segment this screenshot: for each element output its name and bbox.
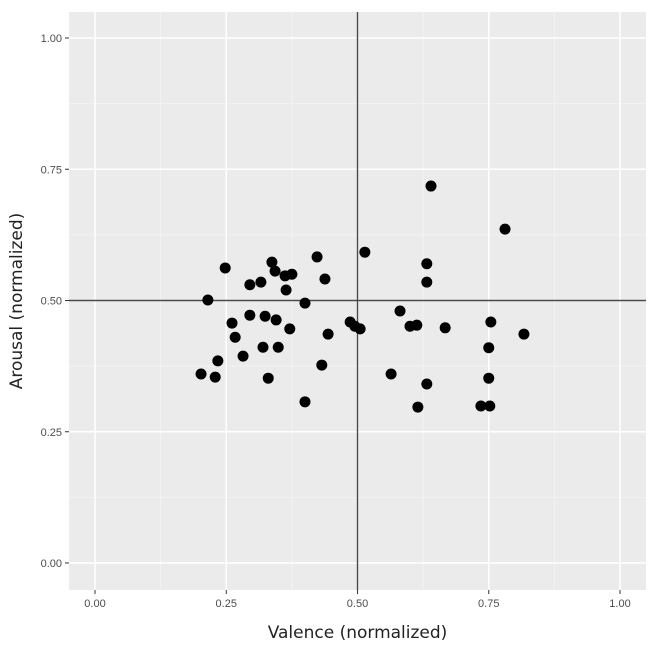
data-point	[212, 355, 224, 367]
y-tick-label: 0.25	[41, 427, 62, 439]
data-point	[499, 223, 511, 235]
data-point	[226, 317, 238, 329]
data-point	[259, 310, 271, 322]
data-point	[255, 276, 267, 288]
data-point	[439, 322, 451, 334]
data-point	[394, 305, 406, 317]
data-point	[322, 328, 334, 340]
x-axis-title: Valence (normalized)	[268, 623, 448, 643]
x-tick-label: 0.25	[216, 598, 237, 610]
data-point	[311, 251, 323, 263]
data-point	[202, 294, 214, 306]
data-point	[483, 342, 495, 354]
data-point	[272, 341, 284, 353]
y-tick-label: 0.50	[41, 296, 62, 308]
data-point	[284, 323, 296, 335]
data-point	[280, 284, 292, 296]
y-tick-label: 0.00	[41, 558, 62, 570]
x-tick-label: 0.50	[347, 598, 368, 610]
data-point	[316, 359, 328, 371]
data-points	[195, 180, 530, 413]
data-point	[484, 400, 496, 412]
data-point	[421, 276, 433, 288]
data-point	[299, 297, 311, 309]
reference-lines	[69, 12, 646, 590]
y-tick-label: 0.75	[41, 164, 62, 176]
data-point	[319, 273, 331, 285]
data-point	[286, 268, 298, 280]
data-point	[359, 246, 371, 258]
data-point	[354, 323, 366, 335]
x-tick-label: 1.00	[609, 598, 630, 610]
data-point	[244, 309, 256, 321]
data-point	[411, 319, 423, 331]
data-point	[385, 368, 397, 380]
data-point	[483, 372, 495, 384]
data-point	[518, 328, 530, 340]
data-point	[299, 396, 311, 408]
x-tick-label: 0.75	[478, 598, 499, 610]
x-axis-ticks: 0.00 0.25 0.50 0.75 1.00	[84, 590, 631, 610]
data-point	[421, 258, 433, 270]
data-point	[269, 265, 281, 277]
y-tick-label: 1.00	[41, 33, 62, 45]
data-point	[195, 368, 207, 380]
data-point	[262, 372, 274, 384]
data-point	[229, 331, 241, 343]
data-point	[244, 279, 256, 291]
data-point	[485, 316, 497, 328]
data-point	[266, 256, 278, 268]
x-tick-label: 0.00	[84, 598, 105, 610]
data-point	[270, 314, 282, 326]
data-point	[425, 180, 437, 192]
data-point	[219, 262, 231, 274]
data-point	[257, 341, 269, 353]
data-point	[237, 350, 249, 362]
data-point	[209, 371, 221, 383]
data-point	[475, 400, 487, 412]
data-point	[421, 378, 433, 390]
y-axis-title: Arousal (normalized)	[7, 213, 27, 390]
y-axis-ticks: 0.00 0.25 0.50 0.75 1.00	[41, 33, 69, 570]
data-point	[412, 401, 424, 413]
